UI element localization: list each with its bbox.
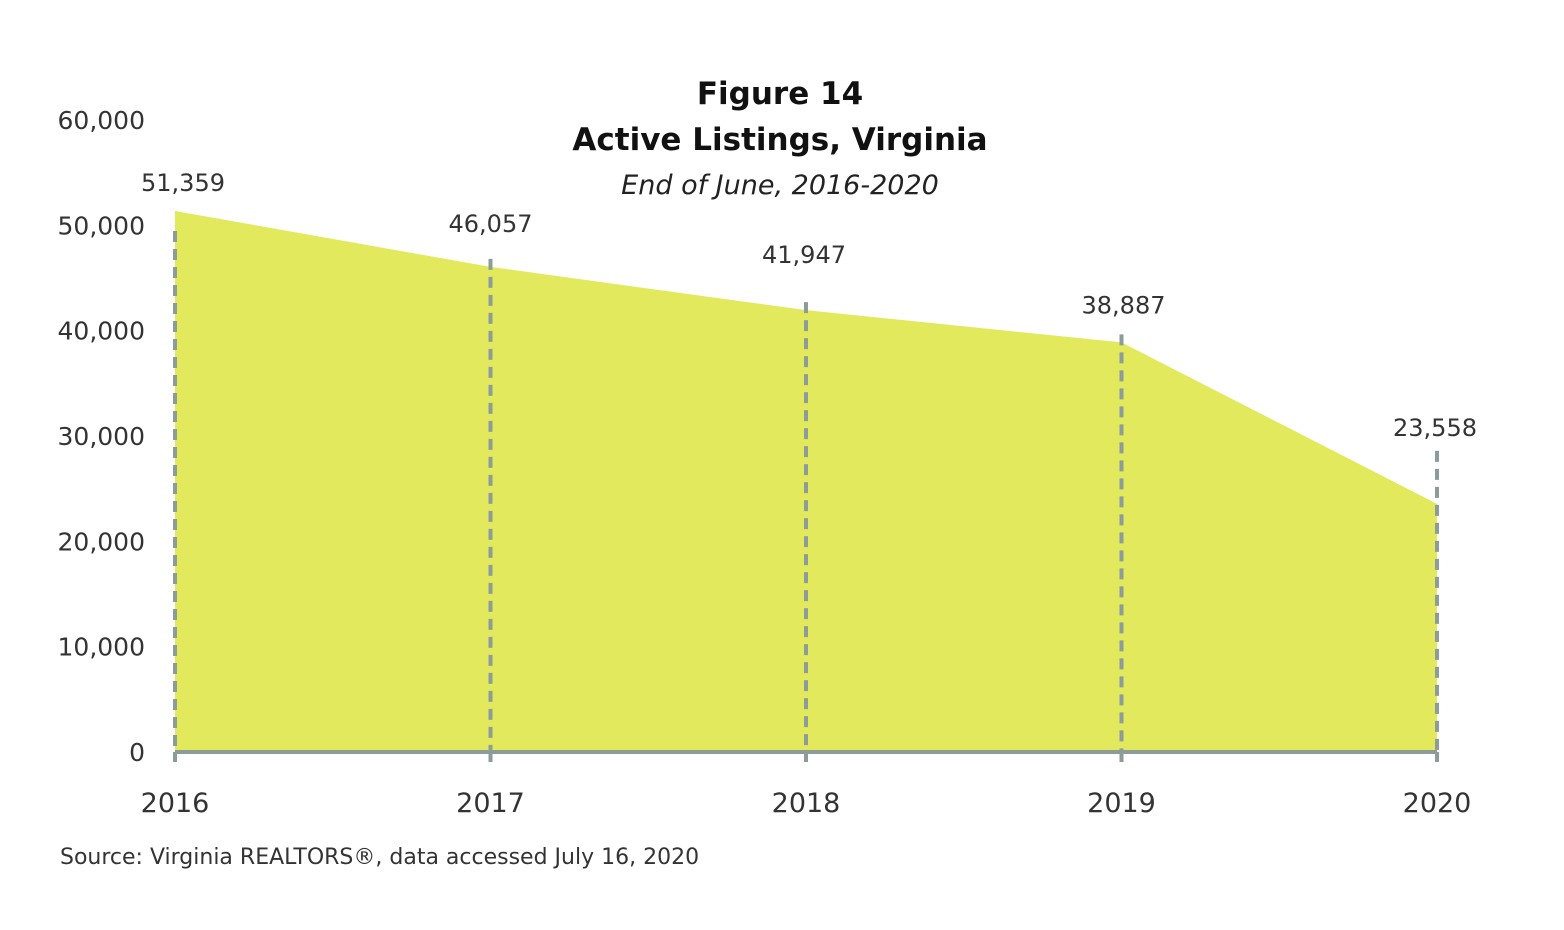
x-tick-label: 2018 bbox=[772, 788, 841, 819]
y-tick-label: 20,000 bbox=[58, 527, 145, 556]
y-tick-label: 10,000 bbox=[58, 633, 145, 662]
source-note: Source: Virginia REALTORS®, data accesse… bbox=[60, 845, 699, 870]
x-tick-label: 2020 bbox=[1403, 788, 1472, 819]
y-tick-label: 0 bbox=[129, 738, 145, 767]
y-tick-label: 60,000 bbox=[58, 106, 145, 135]
x-axis-ticks: 2016 2017 2018 2019 2020 bbox=[141, 752, 1472, 819]
area-series bbox=[175, 211, 1437, 752]
figure-label: Figure 14 bbox=[697, 76, 863, 112]
guide-lines bbox=[173, 231, 1439, 752]
chart-title: Active Listings, Virginia bbox=[572, 122, 987, 158]
x-tick-label: 2017 bbox=[456, 788, 525, 819]
data-label: 41,947 bbox=[762, 241, 846, 269]
data-label: 51,359 bbox=[141, 169, 225, 197]
data-label: 46,057 bbox=[449, 210, 533, 238]
chart-subtitle: End of June, 2016-2020 bbox=[621, 170, 939, 201]
y-axis-ticks: 0 10,000 20,000 30,000 40,000 50,000 60,000 bbox=[58, 106, 145, 767]
data-labels: 51,359 46,057 41,947 38,887 23,558 bbox=[141, 169, 1477, 442]
y-tick-label: 30,000 bbox=[58, 422, 145, 451]
y-tick-label: 50,000 bbox=[58, 211, 145, 240]
x-tick-label: 2019 bbox=[1087, 788, 1156, 819]
data-label: 23,558 bbox=[1393, 414, 1477, 442]
x-tick-label: 2016 bbox=[141, 788, 210, 819]
y-tick-label: 40,000 bbox=[58, 317, 145, 346]
data-label: 38,887 bbox=[1082, 291, 1166, 319]
